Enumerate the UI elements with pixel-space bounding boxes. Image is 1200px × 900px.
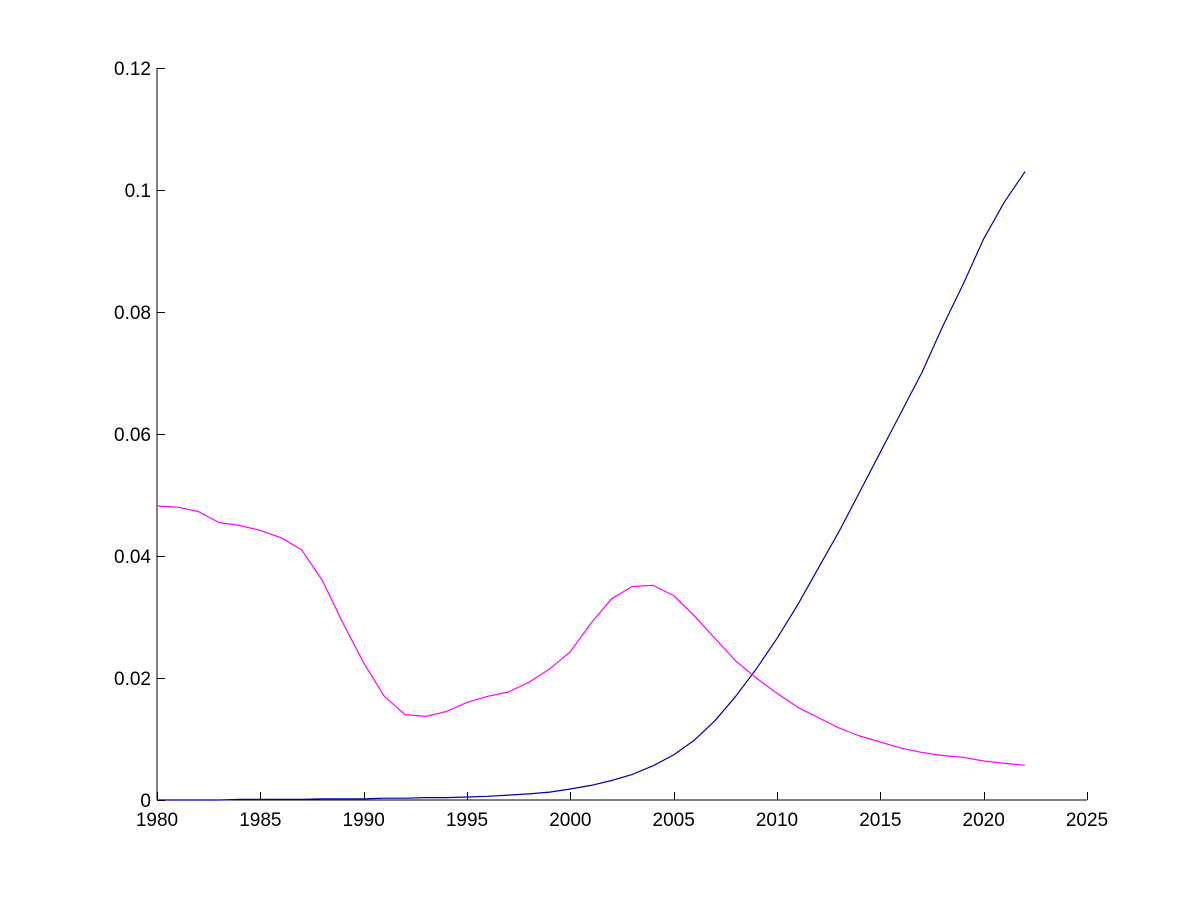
x-tick-label: 2015 — [859, 810, 901, 831]
y-tick-label: 0 — [140, 791, 151, 812]
x-tick-label: 2020 — [963, 810, 1005, 831]
y-tick-label: 0.08 — [114, 303, 151, 324]
y-tick-label: 0.02 — [114, 669, 151, 690]
x-tick-label: 1995 — [446, 810, 488, 831]
x-tick-label: 1980 — [136, 810, 178, 831]
ticks: 1980 1985 1990 1995 2000 2005 2010 2015 2020 2025… — [114, 59, 1108, 831]
y-tick-label: 0.12 — [114, 59, 151, 80]
y-tick-label: 0.06 — [114, 425, 151, 446]
x-tick-label: 1985 — [239, 810, 281, 831]
x-tick-label: 2000 — [549, 810, 591, 831]
axes — [156, 68, 1087, 801]
series-line-2 — [156, 505, 1026, 766]
y-tick-label: 0.04 — [114, 547, 151, 568]
x-tick-label: 2005 — [653, 810, 695, 831]
x-tick-label: 2025 — [1066, 810, 1108, 831]
x-tick-label: 2010 — [756, 810, 798, 831]
series-line-1 — [157, 171, 1026, 801]
series-lines — [156, 171, 1026, 801]
y-tick-label: 0.1 — [125, 181, 151, 202]
x-tick-label: 1990 — [343, 810, 385, 831]
